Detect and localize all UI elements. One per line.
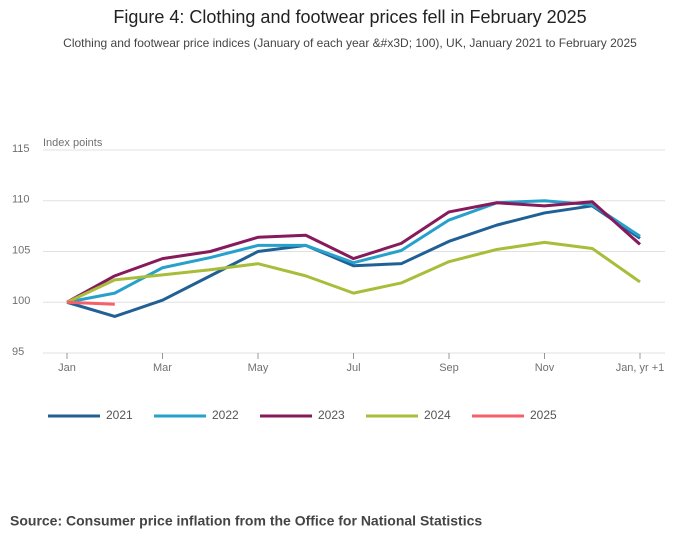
legend-label: 2021 — [106, 408, 133, 422]
legend-label: 2025 — [530, 408, 557, 422]
y-axis-label: Index points — [43, 137, 103, 149]
y-tick-label: 100 — [12, 295, 30, 307]
series-line — [66, 199, 641, 304]
source: Source: Consumer price inflation from th… — [10, 513, 482, 529]
y-tick-label: 115 — [12, 143, 30, 155]
x-tick-label: Sep — [439, 362, 459, 374]
legend-label: 2022 — [212, 408, 239, 422]
x-tick-label: Jan, yr +1 — [616, 362, 665, 374]
y-tick-label: 110 — [12, 194, 30, 206]
series-line — [66, 204, 641, 318]
x-tick-label: Nov — [535, 362, 555, 374]
y-tick-label: 105 — [12, 244, 30, 256]
legend-label: 2023 — [318, 408, 345, 422]
x-tick-label: Jan — [58, 362, 76, 374]
x-tick-label: May — [248, 362, 269, 374]
series-line — [66, 200, 641, 304]
legend-label: 2024 — [424, 408, 451, 422]
chart-title: Figure 4: Clothing and footwear prices f… — [113, 7, 586, 27]
y-tick-label: 95 — [12, 346, 24, 358]
x-tick-label: Jul — [346, 362, 360, 374]
chart-subtitle: Clothing and footwear price indices (Jan… — [63, 36, 637, 50]
series-line — [66, 240, 641, 304]
series-line — [66, 300, 115, 306]
x-tick-label: Mar — [153, 362, 172, 374]
